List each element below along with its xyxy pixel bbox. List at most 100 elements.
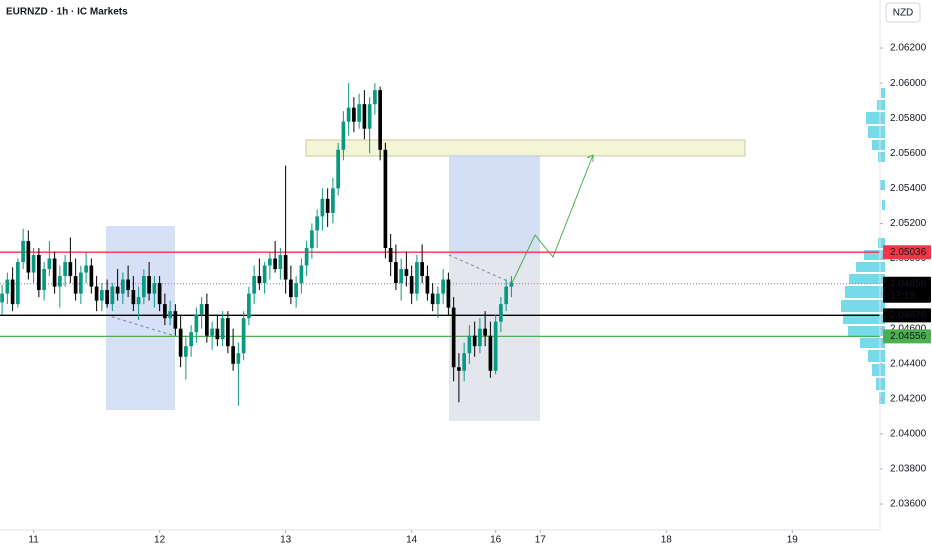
candle-body — [184, 346, 188, 357]
profile-bar — [878, 238, 885, 248]
y-tick-label: 2.04200 — [890, 393, 927, 404]
candle-body — [488, 335, 493, 371]
candle-body — [362, 104, 367, 129]
candle-body — [283, 255, 288, 280]
candle-body — [446, 279, 451, 308]
x-tick-label: 13 — [280, 535, 292, 546]
candle-body — [357, 104, 361, 122]
candle-body — [467, 335, 472, 354]
candle-body — [409, 276, 414, 294]
candle-body — [373, 90, 377, 105]
candle-body — [37, 255, 41, 291]
y-tick-label: 2.05800 — [890, 113, 927, 124]
candle-body — [341, 121, 346, 150]
profile-bar — [849, 274, 885, 284]
candle-body — [31, 255, 36, 273]
candle-body — [378, 90, 382, 150]
candle-body — [247, 293, 251, 319]
levels — [0, 251, 880, 338]
y-tick-label: 2.05600 — [890, 148, 927, 159]
candle-body — [47, 258, 52, 270]
candle-body — [457, 367, 461, 371]
currency-label[interactable]: NZD — [893, 8, 914, 19]
candle-body — [483, 328, 487, 336]
price-tag — [883, 245, 931, 260]
profile-bar — [880, 180, 885, 190]
profile-bar — [864, 250, 885, 260]
profile-bar — [848, 326, 885, 336]
candle-body — [262, 265, 267, 284]
profile-bar — [882, 200, 885, 210]
candle-body — [325, 198, 330, 213]
candle-body — [136, 297, 141, 305]
price-tag — [883, 276, 931, 303]
candle-body — [394, 262, 398, 284]
candle-body — [420, 262, 424, 277]
y-tick-label: 2.04400 — [890, 358, 927, 369]
candle-body — [331, 188, 335, 213]
profile-bar — [856, 262, 885, 272]
target-zone — [305, 139, 746, 157]
candle-body — [89, 265, 94, 287]
dashed-line — [105, 314, 176, 337]
candle-body — [52, 258, 57, 287]
candle-body — [289, 279, 293, 298]
price-tag — [883, 329, 931, 344]
candle-body — [367, 104, 372, 129]
candle-body — [21, 240, 25, 263]
candle-body — [58, 276, 62, 287]
x-tick-label: 16 — [490, 535, 502, 546]
candle-body — [509, 283, 514, 287]
profile-bar — [860, 338, 885, 348]
candle-body — [16, 262, 20, 305]
candle-body — [268, 258, 272, 266]
profile-bar — [868, 350, 885, 362]
candle-body — [493, 321, 498, 371]
candle-body — [352, 107, 356, 122]
candle-body — [472, 335, 477, 347]
candle-body — [42, 269, 46, 291]
candle-body — [215, 328, 220, 340]
candle-body — [273, 258, 277, 270]
candle-body — [63, 262, 67, 277]
candle-body — [157, 283, 162, 305]
candle-body — [441, 279, 445, 294]
profile-bar — [841, 300, 885, 312]
candle-body — [504, 286, 508, 305]
candle-body — [68, 262, 73, 277]
candle-body — [310, 230, 314, 248]
candle-body — [94, 286, 99, 301]
candle-body — [399, 269, 403, 284]
chart-title: EURNZD · 1h · IC Markets — [6, 7, 128, 18]
candle-body — [110, 286, 115, 305]
candle-body — [163, 304, 167, 319]
candle-body — [0, 293, 4, 303]
candle-body — [84, 265, 88, 273]
candle-body — [252, 276, 256, 294]
candle-body — [100, 290, 104, 301]
candle-body — [147, 276, 151, 294]
candle-body — [436, 293, 440, 305]
profile-bar — [878, 152, 885, 162]
candle-body — [73, 276, 78, 294]
candle-body — [415, 262, 419, 294]
candle-body — [199, 304, 204, 315]
candle-body — [278, 255, 283, 270]
countdown-label: 17:15 — [890, 290, 915, 301]
profile-bar — [879, 392, 885, 404]
y-tick-label: 2.03600 — [890, 499, 927, 510]
candle-body — [499, 304, 503, 322]
candle-body — [210, 328, 214, 336]
candle-body — [241, 318, 246, 354]
profile-bar — [872, 364, 885, 376]
candle-body — [304, 247, 309, 266]
candle-body — [79, 272, 83, 294]
price-tag-label: 2.04856 — [890, 278, 927, 289]
candle-body — [152, 283, 157, 294]
currency-box[interactable] — [885, 2, 921, 23]
profile-bar — [872, 140, 885, 150]
arrow-head — [586, 154, 594, 162]
candle-body — [194, 314, 199, 333]
candle-body — [178, 328, 183, 357]
